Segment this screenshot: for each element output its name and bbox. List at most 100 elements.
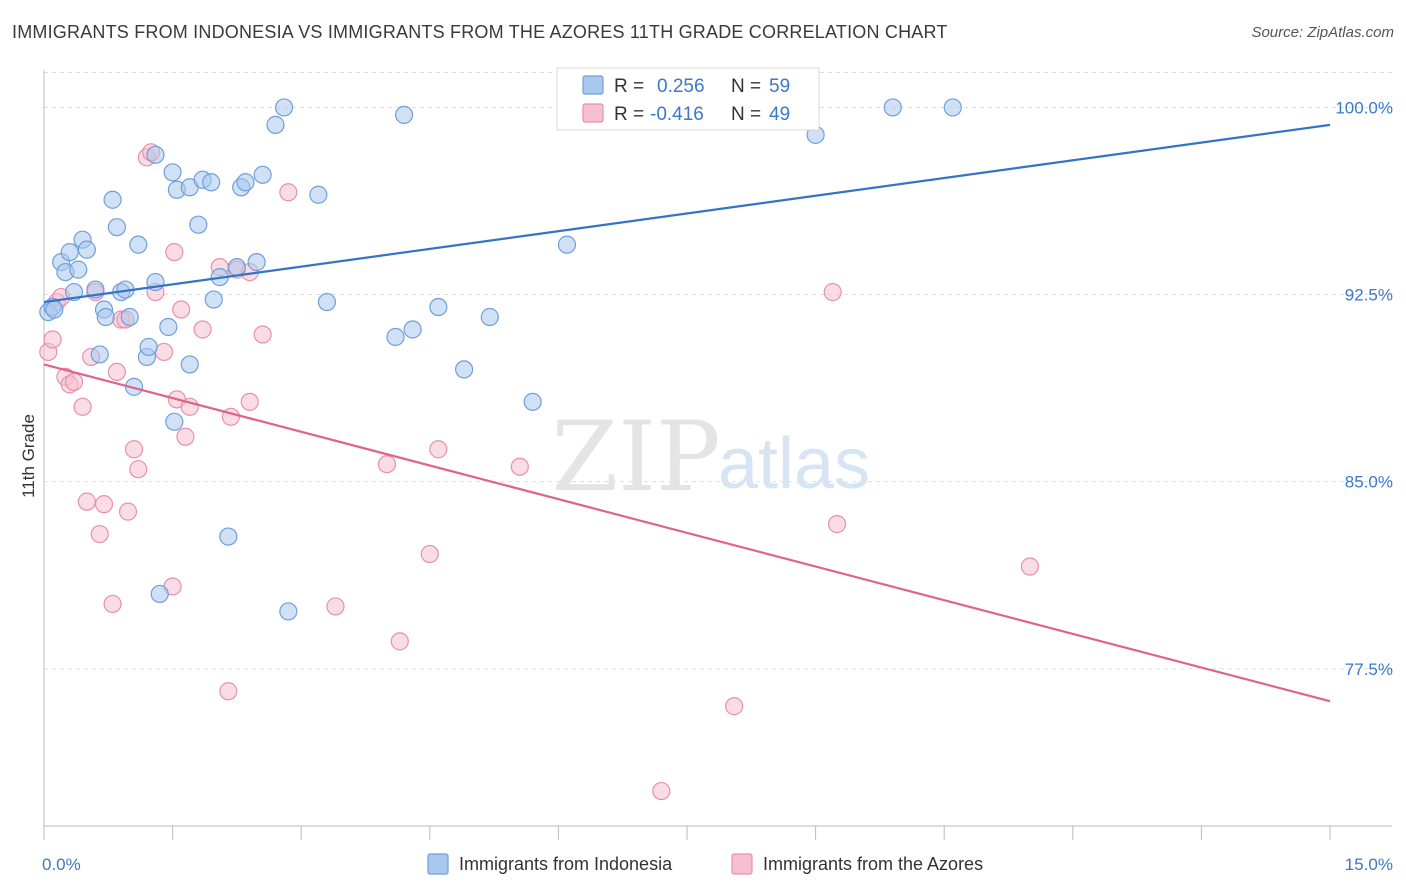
point-indonesia (107, 218, 126, 237)
point-azores (118, 502, 138, 521)
point-indonesia (159, 317, 178, 337)
point-indonesia (454, 360, 474, 379)
point-indonesia (247, 253, 266, 272)
point-azores (154, 342, 174, 362)
trend-lines (43, 123, 1331, 703)
point-azores (823, 282, 842, 302)
stats-r-label-indonesia: R = (614, 76, 644, 97)
point-indonesia (480, 307, 499, 327)
point-azores (103, 594, 122, 614)
axes (43, 70, 1392, 840)
stats-r-label-azores: R = (614, 104, 644, 125)
point-azores (652, 781, 671, 801)
stats-r-value-azores: -0.416 (650, 104, 704, 125)
point-azores (725, 697, 744, 716)
point-azores (193, 320, 212, 339)
watermark-atlas: atlas (718, 424, 870, 504)
point-azores (326, 597, 345, 616)
point-azores (176, 427, 195, 446)
point-azores (429, 440, 448, 459)
trendline-indonesia (43, 123, 1331, 304)
trendline-azores (43, 363, 1331, 703)
point-indonesia (253, 165, 272, 184)
legend-swatch-azores (731, 853, 753, 875)
point-indonesia (69, 260, 88, 279)
point-azores (279, 183, 298, 202)
point-azores (510, 457, 529, 476)
point-indonesia (202, 173, 221, 192)
stats-n-value-azores: 49 (769, 104, 790, 125)
series-indonesia (39, 98, 962, 621)
point-indonesia (557, 235, 577, 254)
stats-r-value-indonesia: 0.256 (657, 76, 705, 97)
x-tick-label: 15.0% (1345, 855, 1393, 874)
point-indonesia (96, 307, 115, 327)
point-azores (64, 372, 84, 391)
point-indonesia (45, 300, 64, 319)
y-tick-label: 100.0% (1335, 98, 1393, 117)
point-indonesia (403, 320, 422, 339)
bottom-legend: Immigrants from Indonesia Immigrants fro… (427, 853, 983, 875)
chart-title: IMMIGRANTS FROM INDONESIA VS IMMIGRANTS … (12, 22, 948, 42)
point-azores (124, 440, 144, 459)
y-tick-label: 92.5% (1345, 286, 1393, 305)
y-tick-labels: 77.5% 85.0% 92.5% 100.0% (1335, 98, 1393, 678)
y-axis-title: 11th Grade (19, 414, 38, 498)
point-indonesia (90, 345, 109, 364)
stats-swatch-indonesia (582, 75, 604, 95)
point-indonesia (150, 584, 169, 604)
point-indonesia (274, 98, 294, 117)
point-indonesia (236, 173, 255, 192)
y-tick-label: 85.0% (1345, 473, 1393, 492)
point-indonesia (139, 337, 158, 357)
point-indonesia (266, 115, 285, 134)
x-tick-labels: 0.0% 15.0% (42, 855, 1393, 874)
stats-n-label-azores: N = (731, 104, 761, 125)
series-azores (39, 143, 1040, 801)
point-azores (240, 392, 259, 411)
stats-legend-box: R = 0.256 N = 59 R = -0.416 N = 49 (556, 67, 820, 131)
point-indonesia (309, 185, 328, 204)
watermark: ZIP atlas (551, 401, 870, 513)
point-indonesia (77, 240, 96, 259)
stats-n-value-indonesia: 59 (769, 76, 790, 97)
point-indonesia (204, 290, 223, 309)
point-azores (827, 514, 847, 534)
point-indonesia (120, 307, 139, 327)
point-azores (43, 330, 62, 349)
point-azores (1020, 557, 1040, 576)
point-indonesia (163, 163, 182, 182)
point-azores (77, 492, 96, 511)
point-azores (377, 455, 397, 474)
point-indonesia (279, 602, 298, 621)
x-tick-label: 0.0% (42, 855, 81, 874)
point-indonesia (189, 215, 208, 234)
point-indonesia (394, 105, 414, 125)
point-azores (420, 544, 439, 564)
watermark-zip: ZIP (551, 401, 720, 513)
point-indonesia (317, 292, 337, 312)
point-indonesia (429, 297, 448, 317)
point-indonesia (386, 327, 405, 347)
point-indonesia (523, 392, 542, 411)
point-indonesia (943, 98, 962, 117)
point-azores (90, 524, 109, 544)
point-indonesia (180, 355, 199, 374)
source-credit: Source: ZipAtlas.com (1251, 24, 1394, 41)
legend-swatch-indonesia (427, 853, 449, 875)
point-azores (73, 397, 92, 416)
y-tick-label: 77.5% (1345, 660, 1393, 679)
point-indonesia (219, 527, 238, 546)
point-indonesia (146, 145, 165, 164)
point-azores (94, 495, 114, 514)
point-azores (219, 682, 238, 701)
point-indonesia (227, 258, 246, 277)
legend-label-indonesia: Immigrants from Indonesia (459, 854, 673, 874)
legend-label-azores: Immigrants from the Azores (763, 854, 983, 874)
point-indonesia (103, 190, 122, 209)
grid-lines (44, 71, 1392, 670)
point-indonesia (129, 235, 148, 254)
point-azores (107, 362, 126, 382)
point-azores (165, 243, 184, 262)
